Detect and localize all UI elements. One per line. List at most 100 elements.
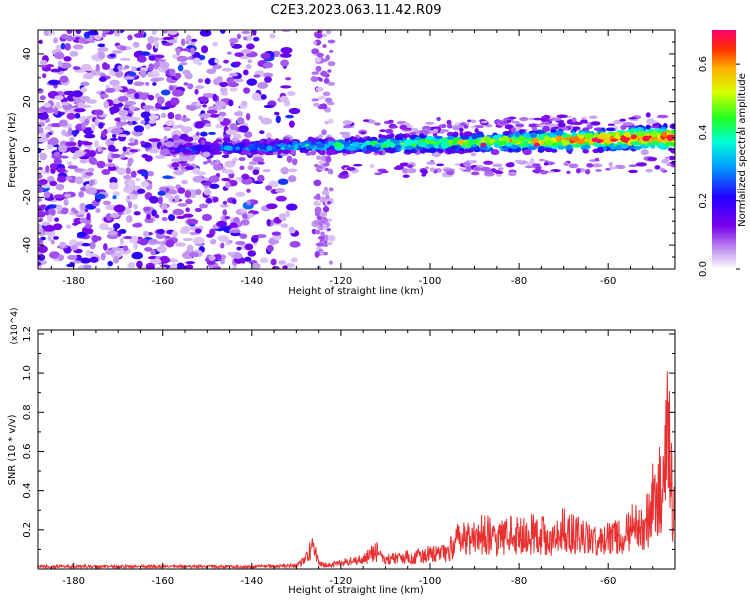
heatmap-cell <box>463 124 469 129</box>
heatmap-cell <box>286 203 298 211</box>
heatmap-cell <box>38 126 44 134</box>
heatmap-cell <box>72 222 79 226</box>
heatmap-cell <box>157 96 165 105</box>
heatmap-cell <box>82 141 93 146</box>
heatmap-cell <box>148 238 158 244</box>
snr-x-tick-label: -80 <box>511 576 527 587</box>
heatmap-cell <box>38 166 43 171</box>
snr-y-tick-label: 0.4 <box>22 483 33 499</box>
heatmap-cell <box>79 158 88 164</box>
heatmap-cell <box>107 260 113 267</box>
heatmap-cell <box>150 258 162 264</box>
heatmap-cell <box>153 30 158 34</box>
heatmap-cell <box>568 163 579 169</box>
heatmap-cell <box>238 157 246 162</box>
heatmap-cell <box>543 135 550 142</box>
heatmap-cell <box>112 195 117 200</box>
heatmap-cell <box>322 44 327 48</box>
heatmap-cell <box>48 79 60 86</box>
heatmap-cell <box>113 222 121 230</box>
heatmap-cell <box>38 223 42 229</box>
heatmap-cell <box>566 170 571 174</box>
heatmap-cell <box>579 119 588 124</box>
heatmap-cell <box>147 35 156 44</box>
heatmap-cell <box>172 54 178 59</box>
heatmap-cell <box>310 150 317 156</box>
heatmap-cell <box>627 144 635 150</box>
heatmap-cell <box>110 213 120 219</box>
heatmap-cell <box>650 131 659 138</box>
heatmap-cell <box>38 112 49 120</box>
heatmap-cell <box>233 78 244 83</box>
colorbar-tick-label: 0.2 <box>698 193 709 209</box>
heatmap-cell <box>43 191 51 199</box>
heatmap-cell <box>229 42 235 47</box>
heatmap-cell <box>79 257 92 264</box>
heatmap-cell <box>310 76 319 82</box>
heatmap-cell <box>195 131 200 137</box>
heatmap-cell <box>214 159 221 165</box>
heatmap-cell <box>202 104 207 108</box>
heatmap-cell <box>596 146 605 153</box>
heatmap-cell <box>160 112 167 119</box>
heatmap-cell <box>256 161 265 165</box>
heatmap-cell <box>255 234 267 239</box>
heatmap-cell <box>73 210 79 214</box>
heatmap-cell <box>206 68 217 75</box>
heatmap-cell <box>311 48 320 55</box>
heatmap-cell <box>208 131 216 136</box>
heatmap-cell <box>44 30 49 37</box>
heatmap-cell <box>146 213 151 220</box>
heatmap-cell <box>607 123 616 126</box>
heatmap-cell <box>557 145 565 150</box>
heatmap-cell <box>145 123 151 130</box>
snr-y-tick-label: 1.0 <box>22 365 33 381</box>
heatmap-cell <box>131 235 139 243</box>
heatmap-cell <box>128 262 136 268</box>
heatmap-cell <box>83 133 96 139</box>
heatmap-cell <box>319 156 327 161</box>
heatmap-cell <box>174 72 182 79</box>
heatmap-cell <box>117 95 129 102</box>
heatmap-cell <box>59 241 67 248</box>
heatmap-cell <box>247 146 257 150</box>
heatmap-cell <box>275 187 286 194</box>
heatmap-cell <box>362 119 370 122</box>
heatmap-cell <box>205 257 210 262</box>
heatmap-cell <box>120 153 126 159</box>
heatmap-cell <box>82 264 92 269</box>
heatmap-cell <box>266 203 278 210</box>
heatmap-cell <box>321 33 328 38</box>
heatmap-cell <box>327 137 336 142</box>
heatmap-cell <box>44 231 52 236</box>
heatmap-cell <box>132 41 140 48</box>
heatmap-cell <box>410 127 419 131</box>
heatmap-cell <box>271 266 280 269</box>
colorbar-label: Normalized spectral amplitude <box>737 73 748 227</box>
heatmap-cell <box>436 163 445 167</box>
heatmap-cell <box>421 169 428 175</box>
heatmap-cell <box>137 55 147 63</box>
heatmap-cell <box>142 206 151 212</box>
heatmap-cell <box>101 169 111 176</box>
heatmap-cell <box>167 112 175 120</box>
snr-y-tick-label: 0.8 <box>22 404 33 420</box>
heatmap-cell <box>164 235 170 239</box>
heatmap-cell <box>276 149 282 154</box>
heatmap-cell <box>64 193 72 198</box>
heatmap-cell <box>69 50 79 57</box>
heatmap-cell <box>159 255 170 264</box>
heatmap-cell <box>94 35 102 41</box>
heatmap-cell <box>150 249 156 256</box>
heatmap-cell <box>141 153 149 159</box>
heatmap-cell <box>114 70 124 78</box>
heatmap-cell <box>130 170 137 178</box>
heatmap-cell <box>220 242 225 249</box>
heatmap-cell <box>326 242 333 246</box>
heatmap-cell <box>59 75 69 83</box>
heatmap-cell <box>651 140 659 146</box>
heatmap-cell <box>244 256 252 262</box>
heatmap-cell <box>198 203 209 209</box>
heatmap-cell <box>201 177 211 181</box>
heatmap-cell <box>470 171 480 176</box>
